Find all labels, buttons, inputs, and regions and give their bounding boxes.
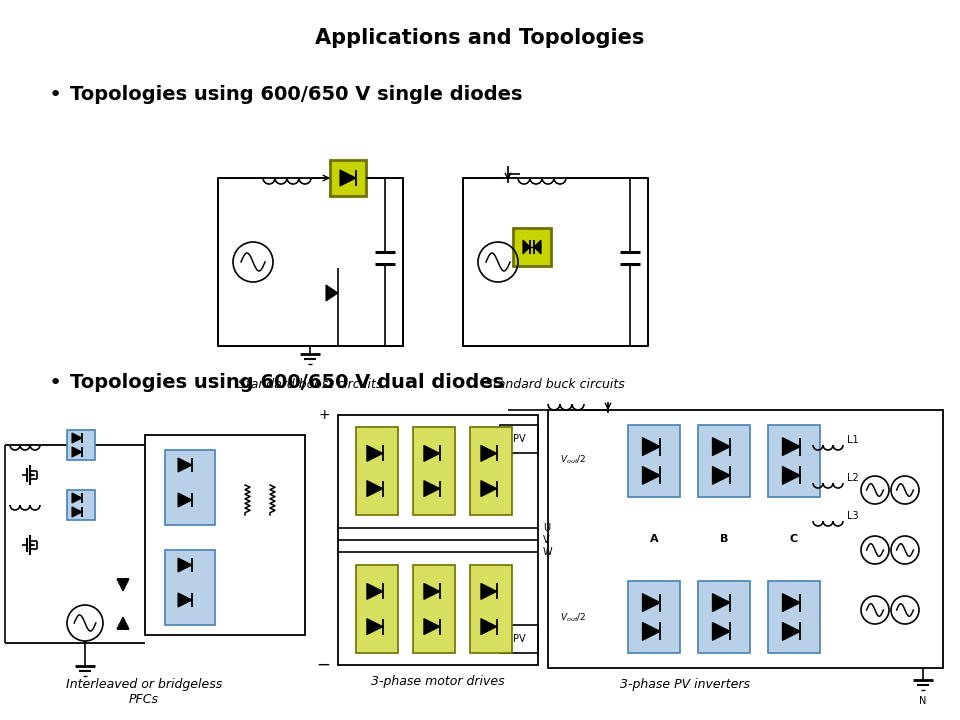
Polygon shape [367, 583, 383, 599]
Text: Topologies using 600/650 V single diodes: Topologies using 600/650 V single diodes [70, 86, 522, 104]
Text: W: W [543, 547, 553, 557]
Polygon shape [178, 458, 192, 472]
Polygon shape [30, 544, 35, 546]
Polygon shape [367, 618, 383, 634]
Text: Applications and Topologies: Applications and Topologies [315, 28, 645, 48]
Polygon shape [642, 593, 660, 611]
Text: +: + [319, 408, 330, 422]
Bar [165, 450, 215, 525]
Text: $V_{out}/2$: $V_{out}/2$ [560, 454, 587, 467]
Text: PV: PV [513, 434, 525, 444]
Text: C: C [790, 534, 798, 544]
Text: −: − [316, 656, 330, 674]
Bar [413, 427, 455, 515]
Polygon shape [117, 579, 129, 591]
Bar [698, 425, 750, 497]
Bar [768, 425, 820, 497]
Text: Standard boost circuits: Standard boost circuits [238, 378, 382, 391]
Polygon shape [712, 622, 731, 640]
Bar [513, 228, 551, 266]
Bar [330, 160, 366, 196]
Text: B: B [720, 534, 729, 544]
Polygon shape [642, 438, 660, 456]
Polygon shape [178, 493, 192, 507]
Polygon shape [782, 438, 801, 456]
Polygon shape [72, 447, 82, 457]
Polygon shape [424, 481, 440, 497]
Polygon shape [30, 474, 35, 476]
Polygon shape [178, 558, 192, 572]
Polygon shape [72, 507, 82, 517]
Polygon shape [117, 617, 129, 629]
Bar [768, 581, 820, 653]
Bar [628, 581, 680, 653]
Bar [463, 178, 648, 346]
Text: 3-phase PV inverters: 3-phase PV inverters [620, 678, 750, 691]
Bar [165, 550, 215, 625]
Text: A: A [650, 534, 659, 544]
Text: Standard buck circuits: Standard buck circuits [485, 378, 625, 391]
Polygon shape [72, 433, 82, 443]
Text: L3: L3 [847, 511, 858, 521]
Polygon shape [782, 622, 801, 640]
Bar [67, 490, 95, 520]
Text: Topologies using 600/650 V dual diodes: Topologies using 600/650 V dual diodes [70, 374, 504, 392]
Polygon shape [534, 240, 541, 254]
Text: L1: L1 [847, 435, 858, 445]
Text: $V_{out}/2$: $V_{out}/2$ [560, 612, 587, 624]
Text: N: N [920, 696, 926, 706]
Text: Interleaved or bridgeless
PFCs: Interleaved or bridgeless PFCs [66, 678, 222, 706]
Polygon shape [424, 446, 440, 462]
Polygon shape [424, 618, 440, 634]
Bar [356, 565, 398, 653]
Polygon shape [782, 593, 801, 611]
Bar [413, 565, 455, 653]
Text: PV: PV [513, 634, 525, 644]
Bar [500, 625, 538, 653]
Bar [470, 427, 512, 515]
Polygon shape [782, 467, 801, 485]
Polygon shape [340, 170, 356, 186]
Polygon shape [481, 618, 497, 634]
Bar [145, 435, 305, 635]
Text: •: • [48, 373, 61, 393]
Bar [470, 565, 512, 653]
Bar [548, 410, 943, 668]
Bar [338, 415, 538, 665]
Polygon shape [712, 438, 731, 456]
Polygon shape [367, 446, 383, 462]
Bar [500, 425, 538, 453]
Polygon shape [72, 493, 82, 503]
Text: 3-phase motor drives: 3-phase motor drives [372, 675, 505, 688]
Polygon shape [326, 285, 338, 301]
Polygon shape [367, 481, 383, 497]
Bar [628, 425, 680, 497]
Text: L2: L2 [847, 473, 859, 483]
Polygon shape [523, 240, 530, 254]
Polygon shape [178, 593, 192, 607]
Polygon shape [712, 593, 731, 611]
Polygon shape [642, 467, 660, 485]
Text: •: • [48, 85, 61, 105]
Polygon shape [642, 622, 660, 640]
Bar [698, 581, 750, 653]
Text: U: U [543, 523, 550, 533]
Bar [356, 427, 398, 515]
Polygon shape [424, 583, 440, 599]
Polygon shape [481, 583, 497, 599]
Bar [218, 178, 403, 346]
Polygon shape [712, 467, 731, 485]
Bar [67, 430, 95, 460]
Polygon shape [481, 481, 497, 497]
Polygon shape [481, 446, 497, 462]
Text: V: V [543, 535, 550, 545]
